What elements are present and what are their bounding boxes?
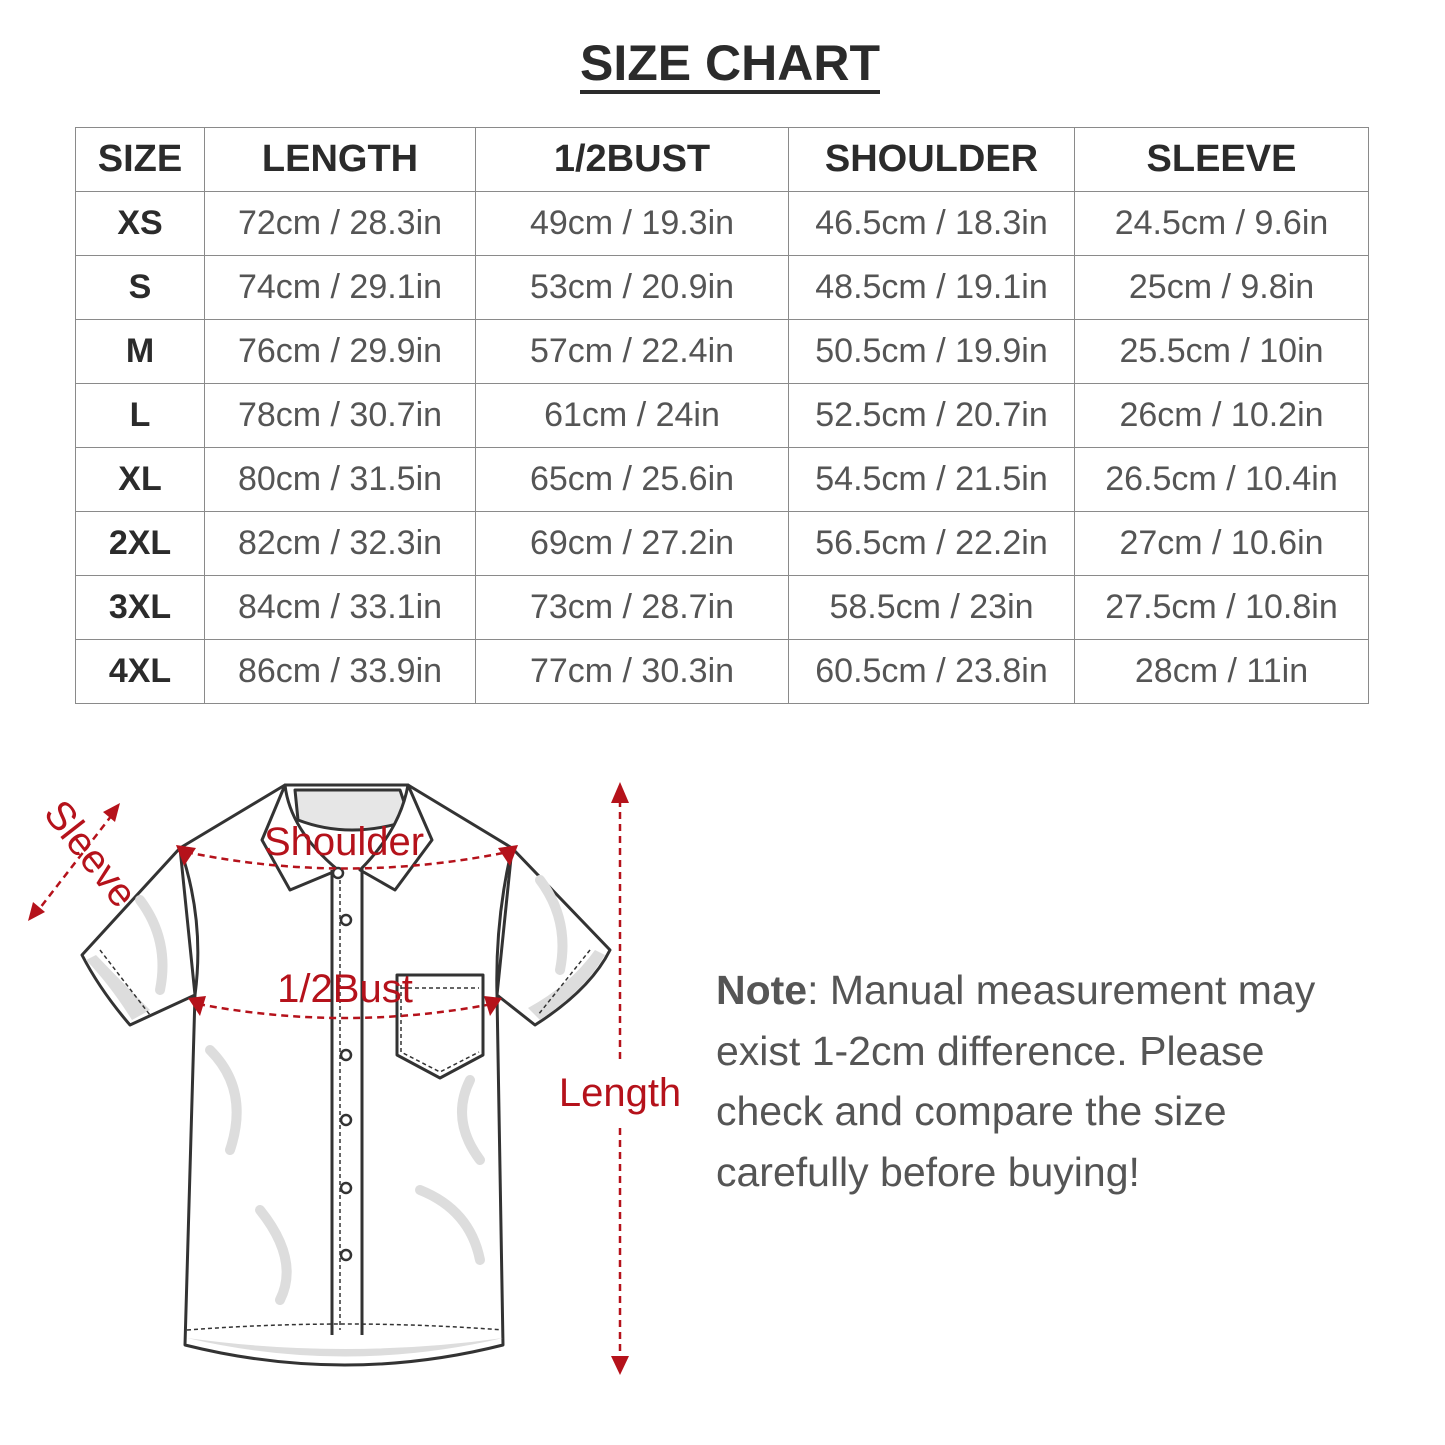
note-text: Note: Manual measurement may exist 1-2cm… — [716, 960, 1376, 1202]
size-cell: 4XL — [75, 639, 205, 704]
bust-label: 1/2Bust — [277, 967, 413, 1011]
measurement-cell: 28cm / 11in — [1074, 639, 1369, 704]
header-bust: 1/2BUST — [475, 127, 789, 192]
size-cell: 3XL — [75, 575, 205, 640]
size-cell: XL — [75, 447, 205, 512]
measurement-arrows — [39, 800, 622, 1360]
length-label: Length — [559, 1071, 681, 1115]
measurement-cell: 27cm / 10.6in — [1074, 511, 1369, 576]
arrow-heads — [28, 782, 629, 1375]
measurement-cell: 50.5cm / 19.9in — [788, 319, 1075, 384]
measurement-cell: 65cm / 25.6in — [475, 447, 789, 512]
measurement-cell: 77cm / 30.3in — [475, 639, 789, 704]
size-cell: S — [75, 255, 205, 320]
measurement-cell: 82cm / 32.3in — [204, 511, 476, 576]
table-row: 2XL 82cm / 32.3in 69cm / 27.2in 56.5cm / 22… — [75, 511, 1369, 576]
shirt-illustration — [80, 783, 612, 1367]
table-header-row: SIZE LENGTH 1/2BUST SHOULDER SLEEVE — [75, 127, 1369, 192]
header-shoulder: SHOULDER — [788, 127, 1075, 192]
bust-arrow — [197, 1002, 493, 1020]
shoulder-label: Shoulder — [264, 820, 424, 864]
table-row: XL 80cm / 31.5in 65cm / 25.6in 54.5cm / 21.… — [75, 447, 1369, 512]
shoulder-arrow — [185, 850, 509, 870]
measurement-cell: 80cm / 31.5in — [204, 447, 476, 512]
measurement-cell: 54.5cm / 21.5in — [788, 447, 1075, 512]
measurement-cell: 46.5cm / 18.3in — [788, 191, 1075, 256]
note-body: : Manual measurement may exist 1-2cm dif… — [716, 967, 1316, 1195]
size-cell: M — [75, 319, 205, 384]
page-title: SIZE CHART — [0, 34, 1445, 94]
measurement-cell: 26.5cm / 10.4in — [1074, 447, 1369, 512]
measurement-cell: 60.5cm / 23.8in — [788, 639, 1075, 704]
sleeve-label: Sleeve — [35, 792, 145, 915]
measurement-cell: 72cm / 28.3in — [204, 191, 476, 256]
measurement-cell: 86cm / 33.9in — [204, 639, 476, 704]
note-label: Note — [716, 967, 808, 1013]
measurement-cell: 76cm / 29.9in — [204, 319, 476, 384]
size-cell: L — [75, 383, 205, 448]
table-row: XS 72cm / 28.3in 49cm / 19.3in 46.5cm / 18.… — [75, 191, 1369, 256]
buttons — [331, 866, 353, 1262]
size-cell: 2XL — [75, 511, 205, 576]
measurement-cell: 57cm / 22.4in — [475, 319, 789, 384]
size-table: SIZE LENGTH 1/2BUST SHOULDER SLEEVE XS 72… — [75, 127, 1369, 704]
table-row: M 76cm / 29.9in 57cm / 22.4in 50.5cm / 19.9… — [75, 319, 1369, 384]
measurement-cell: 61cm / 24in — [475, 383, 789, 448]
measurement-cell: 53cm / 20.9in — [475, 255, 789, 320]
measurement-cell: 78cm / 30.7in — [204, 383, 476, 448]
measurement-cell: 52.5cm / 20.7in — [788, 383, 1075, 448]
sleeve-arrow — [39, 814, 113, 909]
measurement-cell: 25cm / 9.8in — [1074, 255, 1369, 320]
measurement-cell: 56.5cm / 22.2in — [788, 511, 1075, 576]
measurement-cell: 84cm / 33.1in — [204, 575, 476, 640]
measurement-cell: 69cm / 27.2in — [475, 511, 789, 576]
measurement-cell: 48.5cm / 19.1in — [788, 255, 1075, 320]
header-size: SIZE — [75, 127, 205, 192]
measurement-cell: 49cm / 19.3in — [475, 191, 789, 256]
table-row: 4XL 86cm / 33.9in 77cm / 30.3in 60.5cm / 23… — [75, 639, 1369, 704]
